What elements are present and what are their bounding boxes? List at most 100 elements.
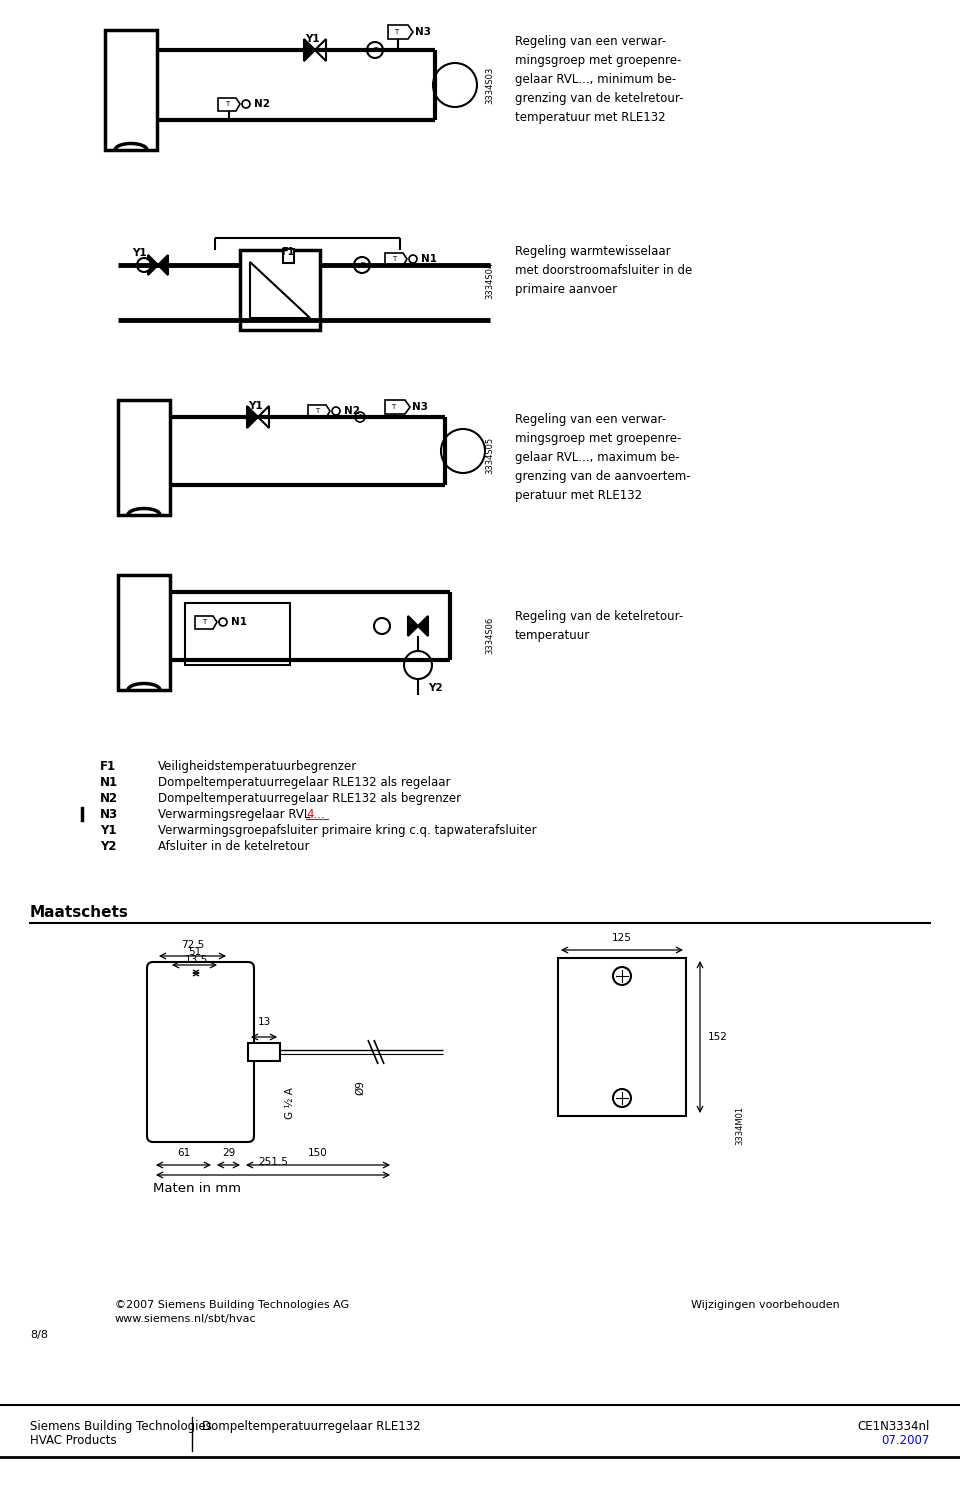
Text: Verwarmingsgroepafsluiter primaire kring c.q. tapwaterafsluiter: Verwarmingsgroepafsluiter primaire kring… (158, 824, 537, 837)
Circle shape (242, 100, 250, 109)
Polygon shape (247, 406, 258, 428)
Text: Y1: Y1 (304, 34, 320, 45)
Bar (248, 1042, 280, 1062)
Circle shape (137, 259, 151, 272)
Text: 3334S05: 3334S05 (486, 437, 494, 473)
Text: T: T (392, 256, 396, 262)
Text: Regeling warmtewisselaar
met doorstroomafsluiter in de
primaire aanvoer: Regeling warmtewisselaar met doorstrooma… (515, 245, 692, 296)
Text: Regeling van een verwar-
mingsgroep met groepenre-
gelaar RVL..., maximum be-
gr: Regeling van een verwar- mingsgroep met … (515, 413, 690, 503)
Text: T: T (225, 101, 229, 107)
Bar (118, 400, 170, 515)
Polygon shape (385, 400, 410, 413)
Text: N3: N3 (412, 401, 428, 412)
Text: HVAC Products: HVAC Products (30, 1433, 116, 1447)
Polygon shape (408, 616, 418, 636)
Text: CE1N3334nl: CE1N3334nl (857, 1420, 930, 1433)
Text: Dompeltemperatuurregelaar RLE132 als regelaar: Dompeltemperatuurregelaar RLE132 als reg… (158, 776, 450, 790)
Circle shape (354, 257, 370, 274)
Text: T: T (360, 262, 364, 268)
Text: Y1: Y1 (248, 401, 262, 410)
Circle shape (332, 407, 340, 415)
Polygon shape (388, 25, 413, 39)
Text: N2: N2 (344, 406, 360, 416)
Text: 152: 152 (708, 1032, 728, 1042)
Circle shape (613, 1088, 631, 1106)
Bar (105, 30, 157, 150)
Text: 125: 125 (612, 932, 632, 943)
Text: T: T (315, 407, 319, 413)
Bar (240, 250, 320, 330)
Text: 61: 61 (177, 1148, 190, 1158)
Text: 3334S03: 3334S03 (486, 67, 494, 104)
Text: 29: 29 (222, 1148, 235, 1158)
Text: Afsluiter in de ketelretour: Afsluiter in de ketelretour (158, 840, 309, 854)
Text: Ø9: Ø9 (355, 1080, 365, 1094)
Text: Maatschets: Maatschets (30, 906, 129, 920)
Polygon shape (385, 253, 407, 266)
Polygon shape (315, 39, 326, 61)
Polygon shape (308, 404, 330, 418)
Text: N1: N1 (231, 617, 247, 628)
Bar (283, 248, 294, 263)
Text: 13: 13 (257, 1017, 271, 1028)
Text: 3334S06: 3334S06 (486, 617, 494, 654)
Text: Regeling van de ketelretour-
temperatuur: Regeling van de ketelretour- temperatuur (515, 610, 684, 642)
Text: Dompeltemperatuurregelaar RLE132 als begrenzer: Dompeltemperatuurregelaar RLE132 als beg… (158, 793, 461, 804)
Circle shape (219, 619, 227, 626)
Polygon shape (258, 406, 269, 428)
Text: N2: N2 (254, 100, 270, 109)
Text: Regeling van een verwar-
mingsgroep met groepenre-
gelaar RVL..., minimum be-
gr: Regeling van een verwar- mingsgroep met … (515, 36, 684, 123)
Text: 51: 51 (188, 947, 202, 958)
Circle shape (367, 42, 383, 58)
Text: F1: F1 (281, 247, 295, 257)
FancyBboxPatch shape (147, 962, 254, 1142)
Text: Y1: Y1 (100, 824, 116, 837)
Text: T: T (358, 415, 362, 419)
Text: 13.5: 13.5 (184, 955, 207, 965)
Text: Veiligheidstemperatuurbegrenzer: Veiligheidstemperatuurbegrenzer (158, 760, 357, 773)
Bar (185, 604, 290, 665)
Text: Y1: Y1 (132, 248, 146, 259)
Polygon shape (158, 254, 168, 275)
Text: 72.5: 72.5 (180, 940, 204, 950)
Text: N1: N1 (100, 776, 118, 790)
Text: T: T (391, 404, 396, 410)
Polygon shape (418, 616, 428, 636)
Circle shape (433, 62, 477, 107)
Text: T: T (372, 48, 377, 54)
Text: N3: N3 (415, 27, 431, 37)
Polygon shape (195, 616, 217, 629)
Text: 3334S04: 3334S04 (486, 262, 494, 299)
Text: Y2: Y2 (428, 683, 443, 693)
Circle shape (404, 651, 432, 680)
Text: Y2: Y2 (100, 840, 116, 854)
Polygon shape (218, 98, 240, 112)
Circle shape (374, 619, 390, 633)
Text: N2: N2 (100, 793, 118, 804)
Text: Siemens Building Technologies: Siemens Building Technologies (30, 1420, 212, 1433)
Text: Wijzigingen voorbehouden: Wijzigingen voorbehouden (691, 1300, 840, 1310)
Text: T: T (202, 619, 206, 625)
Circle shape (613, 967, 631, 984)
Text: 3334M01: 3334M01 (735, 1105, 745, 1145)
Text: 251.5: 251.5 (258, 1157, 288, 1167)
Polygon shape (148, 254, 158, 275)
Bar (118, 575, 170, 690)
Circle shape (441, 430, 485, 473)
Text: F1: F1 (100, 760, 116, 773)
Text: G ½ A: G ½ A (285, 1087, 295, 1118)
Text: Maten in mm: Maten in mm (153, 1182, 241, 1196)
Text: 4...: 4... (306, 807, 324, 821)
Circle shape (409, 254, 417, 263)
Text: 07.2007: 07.2007 (881, 1433, 930, 1447)
Bar (558, 958, 686, 1117)
Text: Dompeltemperatuurregelaar RLE132: Dompeltemperatuurregelaar RLE132 (202, 1420, 420, 1433)
Text: N3: N3 (100, 807, 118, 821)
Polygon shape (250, 262, 310, 318)
Text: T: T (394, 30, 398, 36)
Text: Verwarmingsregelaar RVL: Verwarmingsregelaar RVL (158, 807, 310, 821)
Text: ©2007 Siemens Building Technologies AG
www.siemens.nl/sbt/hvac: ©2007 Siemens Building Technologies AG w… (115, 1300, 349, 1323)
Text: 150: 150 (308, 1148, 328, 1158)
Polygon shape (304, 39, 315, 61)
Text: N1: N1 (421, 254, 437, 265)
